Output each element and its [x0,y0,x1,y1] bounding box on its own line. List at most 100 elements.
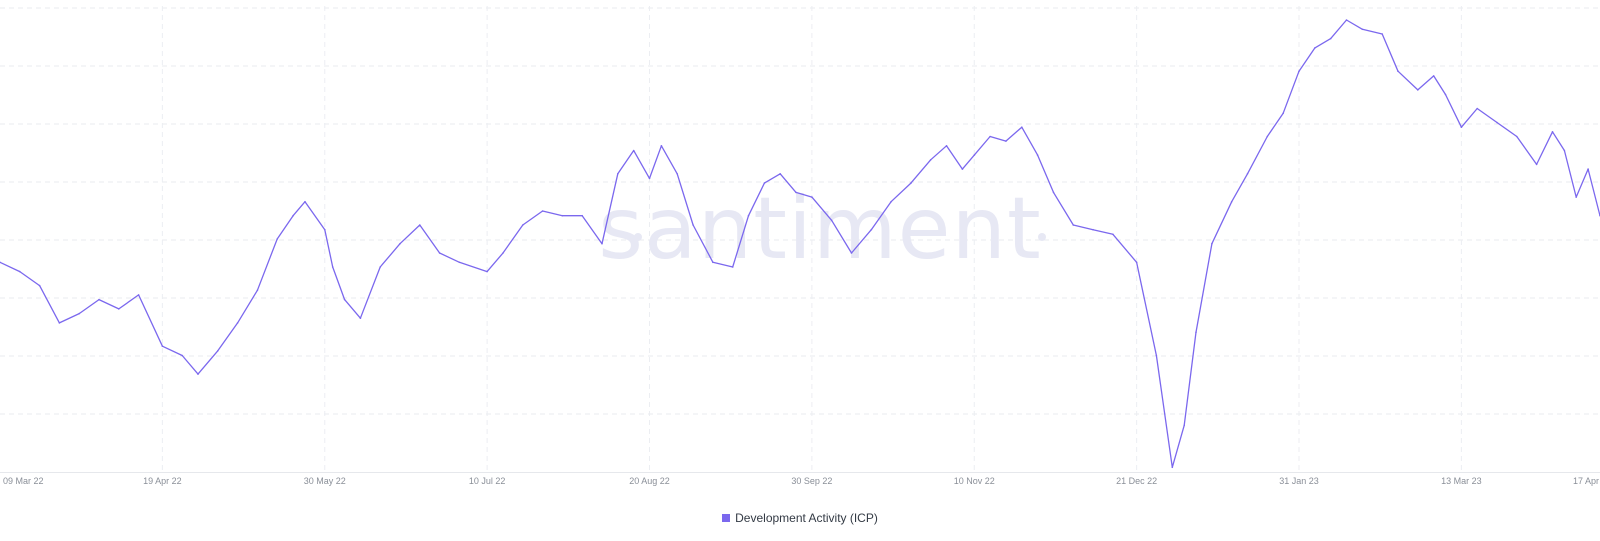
data-point [945,145,948,147]
data-point [1345,19,1348,21]
x-tick-label: 10 Nov 22 [954,476,995,486]
data-point [1171,466,1174,469]
data-point [458,261,461,264]
data-point [438,252,441,254]
data-point [1155,354,1158,357]
data-point [197,373,199,375]
data-point [870,228,873,231]
data-point [419,224,421,226]
x-tick-label: 10 Jul 22 [469,476,506,486]
data-point [929,159,932,161]
x-axis: 09 Mar 22 19 Apr 22 30 May 22 10 Jul 22 20 A… [0,472,1600,486]
data-point [890,200,892,203]
data-point [830,219,833,222]
data-point [1298,70,1300,72]
gridlines [0,6,1600,472]
x-tick-label: 19 Apr 22 [143,476,182,486]
data-point [1535,163,1538,166]
data-point [1575,196,1577,198]
data-point [1135,261,1138,264]
data-point [304,200,306,203]
data-point [78,312,80,315]
data-point [292,214,294,217]
data-point [522,224,524,226]
watermark: santiment [598,179,1046,279]
data-point [811,196,813,198]
data-point [989,135,991,138]
data-point [1021,126,1023,128]
data-point [1551,131,1554,133]
x-tick-label: 09 Mar 22 [3,476,44,486]
data-point [747,214,750,217]
data-point [1036,154,1039,156]
data-point [1211,242,1213,245]
data-point [1444,93,1447,96]
data-point [1516,135,1518,138]
data-point [1112,233,1114,236]
data-point [795,191,797,194]
data-point [1432,75,1435,77]
data-point [1496,121,1498,124]
data-point [58,322,61,324]
legend[interactable]: Development Activity (ICP) [0,511,1600,525]
data-point [1329,37,1332,40]
data-point [561,214,564,217]
data-point [236,322,239,324]
x-tick-label: 30 May 22 [304,476,346,486]
data-point [0,261,1,264]
data-point [1195,331,1197,334]
data-point [617,173,619,175]
data-point [712,261,714,264]
data-point [676,173,678,175]
data-point [1563,149,1566,152]
data-point [217,350,219,352]
data-point [502,252,504,254]
data-point [399,242,401,245]
data-point [256,289,259,292]
series-layer [0,19,1600,469]
data-point [359,317,362,320]
data-point [961,168,964,170]
data-point [118,308,120,310]
data-point [731,266,734,268]
watermark-dot-left [634,233,642,241]
data-point [276,238,279,240]
data-point [1072,224,1075,226]
data-point [1266,135,1269,138]
data-point [692,224,694,226]
data-point [38,284,41,287]
x-tick-label: 21 Dec 22 [1116,476,1157,486]
data-point [910,182,912,184]
data-point [850,252,853,254]
data-point [324,228,326,231]
data-point [648,177,651,180]
data-point [1282,112,1284,114]
data-point [379,266,382,268]
data-point [486,270,488,273]
x-tick-label: 17 Apr [1573,476,1599,486]
data-point [161,345,164,348]
data-point [137,294,140,296]
data-point [1230,200,1233,203]
data-point [1246,173,1249,175]
data-point [343,298,346,301]
data-point [1587,168,1589,170]
data-point [660,145,663,147]
data-point [973,154,976,156]
data-point [581,214,583,217]
x-tick-label: 20 Aug 22 [629,476,670,486]
data-point [1397,70,1399,72]
legend-swatch [722,514,731,522]
data-point [1052,191,1055,194]
data-point [1314,47,1316,49]
x-tick-label: 30 Sep 22 [791,476,832,486]
data-point [98,298,100,301]
data-point [1005,140,1007,142]
x-tick-label: 13 Mar 23 [1441,476,1482,486]
data-point [1460,126,1463,128]
legend-label: Development Activity (ICP) [735,511,878,525]
data-point [763,182,766,184]
data-point [19,270,21,273]
